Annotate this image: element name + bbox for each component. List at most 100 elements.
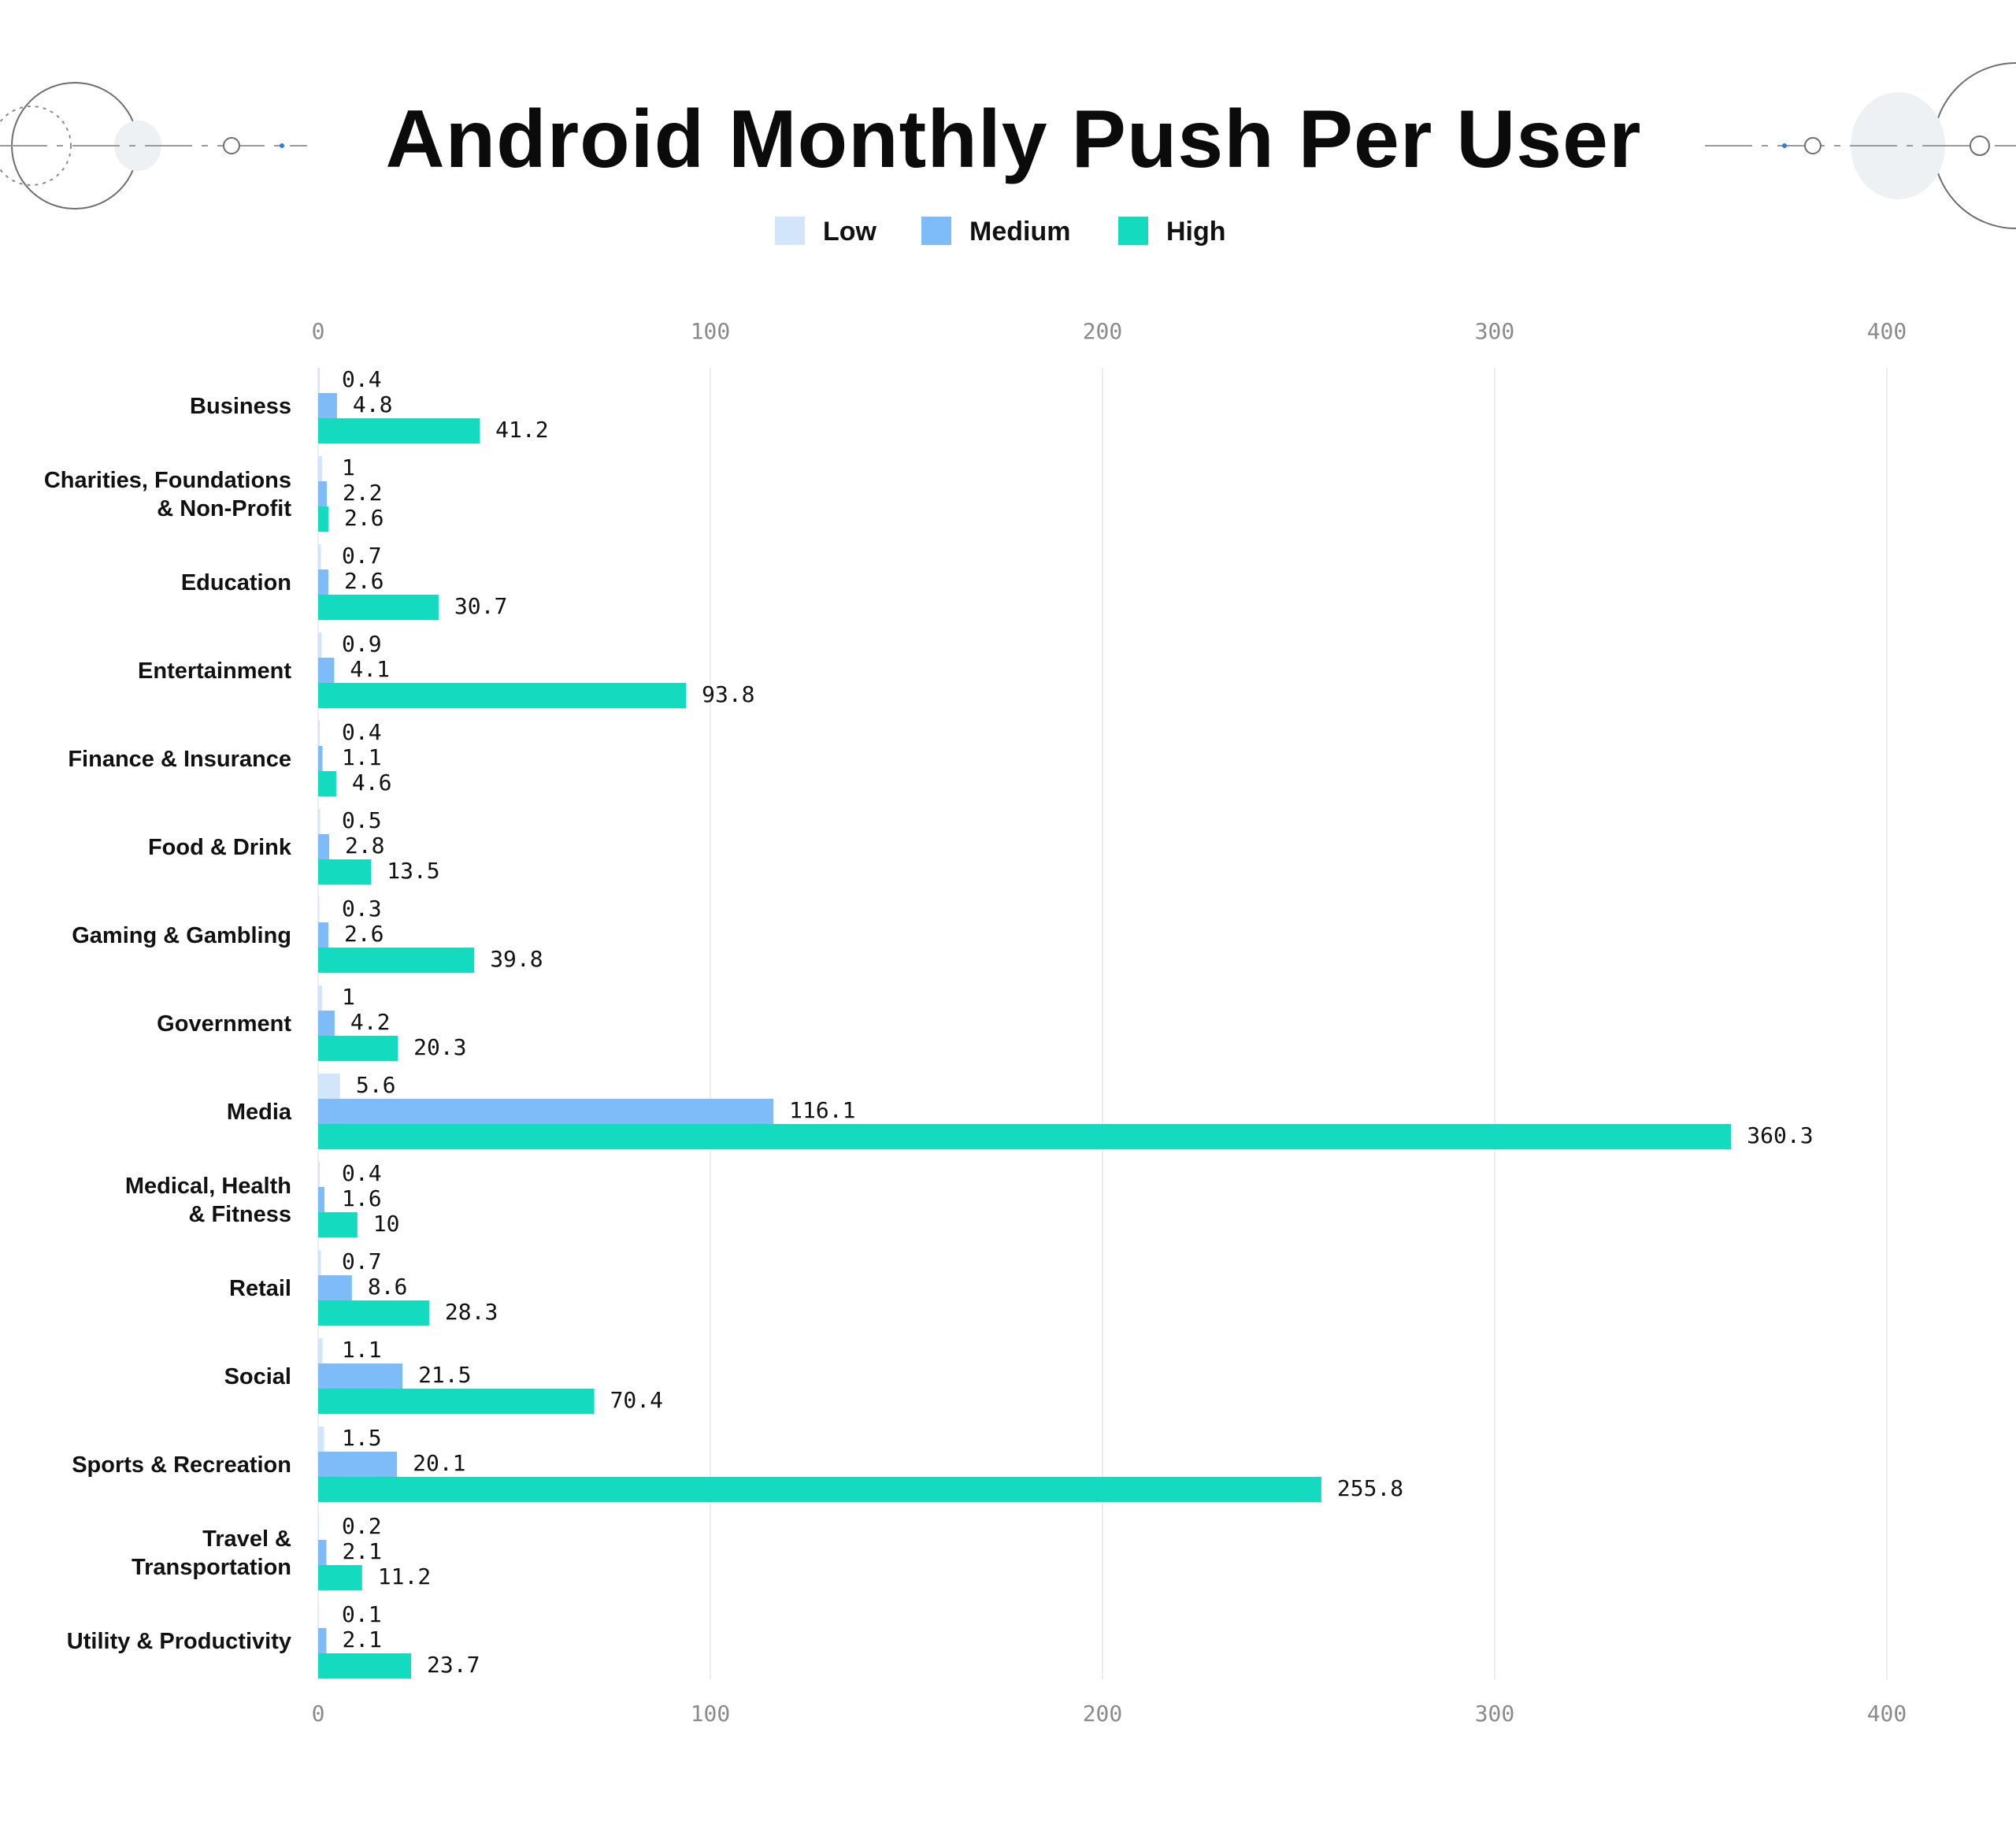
bar-high xyxy=(318,771,336,796)
bar-low xyxy=(318,721,320,746)
bar-high xyxy=(318,1036,398,1061)
bar-high xyxy=(318,859,371,885)
legend-swatch-medium xyxy=(921,217,951,245)
bar-medium xyxy=(318,1628,326,1653)
bar-high xyxy=(318,595,439,620)
category-label: Travel & xyxy=(202,1526,291,1552)
value-label-medium: 1.6 xyxy=(342,1185,382,1211)
value-label-low: 0.3 xyxy=(342,896,382,922)
value-label-high: 255.8 xyxy=(1337,1475,1403,1501)
bar-high xyxy=(318,1300,429,1326)
x-axis-bottom: 0 100 200 300 400 xyxy=(312,1701,1907,1727)
bar-medium xyxy=(318,1011,335,1036)
category-label: Transportation xyxy=(132,1555,291,1580)
value-label-low: 0.7 xyxy=(342,1248,382,1274)
bar-high xyxy=(318,1212,358,1237)
decor-dot-right xyxy=(1805,138,1821,154)
value-label-high: 2.6 xyxy=(344,505,384,531)
value-label-high: 10 xyxy=(373,1211,400,1237)
category-label: Business xyxy=(190,394,291,419)
bar-high xyxy=(318,418,480,443)
value-label-high: 23.7 xyxy=(427,1652,480,1678)
legend-label-medium: Medium xyxy=(969,217,1070,247)
value-label-high: 13.5 xyxy=(387,858,439,884)
bar-high xyxy=(318,1124,1731,1149)
category-label: Finance & Insurance xyxy=(68,747,291,772)
chart-title: Android Monthly Push Per User xyxy=(386,94,1642,185)
category-label: Charities, Foundations xyxy=(44,468,291,493)
bar-high xyxy=(318,948,474,973)
value-label-medium: 2.8 xyxy=(345,833,385,859)
bar-medium xyxy=(318,922,328,948)
bar-low xyxy=(318,1162,320,1187)
value-label-low: 0.1 xyxy=(342,1601,382,1627)
category-label: Media xyxy=(227,1100,292,1125)
decor-blue-dot-left xyxy=(280,143,284,148)
value-label-low: 0.5 xyxy=(342,807,382,833)
value-label-high: 70.4 xyxy=(610,1387,663,1413)
bar-low xyxy=(318,1515,319,1540)
bar-medium xyxy=(318,569,328,595)
category-label: Utility & Productivity xyxy=(67,1629,291,1654)
bar-medium xyxy=(318,834,329,859)
value-label-medium: 8.6 xyxy=(368,1274,408,1300)
bar-low xyxy=(318,368,320,393)
bar-medium xyxy=(318,658,334,683)
value-label-medium: 4.8 xyxy=(353,391,393,417)
value-label-high: 28.3 xyxy=(445,1299,498,1325)
bar-medium xyxy=(318,1275,352,1300)
x-tick-label-bottom: 400 xyxy=(1867,1701,1907,1727)
bar-low xyxy=(318,985,322,1011)
value-label-medium: 4.2 xyxy=(350,1009,391,1035)
bar-high xyxy=(318,1565,362,1590)
bar-high xyxy=(318,1389,595,1414)
bar-medium xyxy=(318,1540,326,1565)
category-label: Government xyxy=(157,1011,291,1037)
value-label-low: 0.2 xyxy=(342,1513,382,1539)
x-tick-label-bottom: 300 xyxy=(1475,1701,1515,1727)
bar-medium xyxy=(318,1099,773,1124)
bar-high xyxy=(318,1653,411,1678)
value-label-high: 30.7 xyxy=(454,593,507,619)
value-label-high: 11.2 xyxy=(378,1563,431,1589)
bar-low xyxy=(318,809,320,834)
value-label-medium: 21.5 xyxy=(418,1362,471,1388)
x-tick-label-top: 100 xyxy=(691,318,731,344)
value-label-medium: 2.2 xyxy=(343,480,383,506)
category-label: & Fitness xyxy=(188,1202,291,1227)
bar-high xyxy=(318,1477,1321,1502)
bar-high xyxy=(318,506,328,532)
value-label-high: 93.8 xyxy=(702,681,754,707)
bar-medium xyxy=(318,481,327,506)
value-label-low: 0.4 xyxy=(342,1160,382,1186)
value-label-medium: 116.1 xyxy=(789,1097,855,1123)
value-label-low: 0.4 xyxy=(342,366,382,392)
x-tick-label-bottom: 0 xyxy=(312,1701,325,1727)
category-label: Retail xyxy=(229,1276,291,1301)
value-label-low: 0.7 xyxy=(342,543,382,569)
bar-low xyxy=(318,544,321,569)
bar-medium xyxy=(318,393,337,418)
value-label-high: 20.3 xyxy=(413,1034,466,1060)
x-tick-label-bottom: 200 xyxy=(1083,1701,1123,1727)
bar-medium xyxy=(318,1187,324,1212)
value-label-low: 1 xyxy=(342,984,355,1010)
value-label-medium: 20.1 xyxy=(413,1450,465,1476)
bar-low xyxy=(318,1426,324,1452)
decor-blue-dot-right xyxy=(1782,143,1787,148)
value-label-medium: 4.1 xyxy=(350,656,390,682)
x-tick-label-bottom: 100 xyxy=(691,1701,731,1727)
value-label-medium: 2.1 xyxy=(342,1627,382,1653)
value-label-medium: 1.1 xyxy=(342,744,382,770)
value-label-low: 0.4 xyxy=(342,719,382,745)
value-label-high: 4.6 xyxy=(352,770,392,796)
value-label-high: 41.2 xyxy=(495,417,548,443)
bar-low xyxy=(318,632,321,658)
category-label: Food & Drink xyxy=(148,835,292,860)
bar-low xyxy=(318,1074,340,1099)
